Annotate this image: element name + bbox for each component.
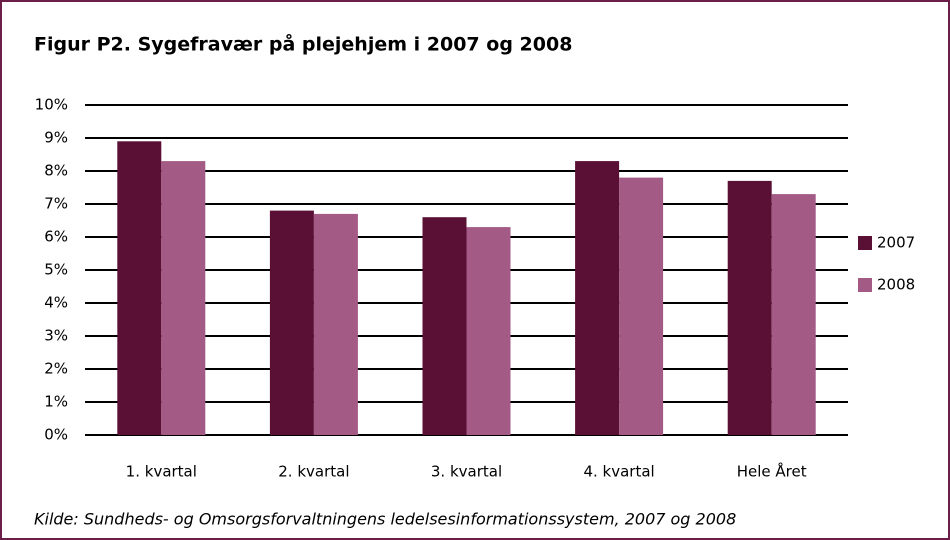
y-tick-label: 1%	[44, 393, 68, 411]
x-tick-label: Hele Året	[737, 462, 807, 481]
bar	[727, 180, 772, 435]
bar	[161, 161, 206, 435]
legend-label: 2007	[877, 234, 915, 252]
legend-label: 2008	[877, 276, 915, 294]
bar	[575, 161, 620, 435]
y-tick-label: 6%	[44, 228, 68, 246]
bar	[269, 210, 314, 435]
y-tick-label: 0%	[44, 426, 68, 444]
x-tick-label: 4. kvartal	[583, 463, 654, 481]
y-tick-label: 9%	[44, 129, 68, 147]
chart-title: Figur P2. Sygefravær på plejehjem i 2007…	[34, 32, 572, 56]
y-tick-label: 10%	[35, 96, 68, 114]
y-tick-label: 2%	[44, 360, 68, 378]
legend-swatch	[858, 278, 872, 292]
bar	[466, 227, 511, 435]
legend-swatch	[858, 236, 872, 250]
y-tick-label: 8%	[44, 162, 68, 180]
y-tick-label: 3%	[44, 327, 68, 345]
bar	[117, 141, 162, 436]
x-tick-label: 2. kvartal	[278, 463, 349, 481]
y-tick-label: 5%	[44, 261, 68, 279]
y-tick-label: 7%	[44, 195, 68, 213]
x-tick-label: 1. kvartal	[126, 463, 197, 481]
bar	[619, 177, 664, 435]
bar	[771, 194, 816, 435]
y-tick-label: 4%	[44, 294, 68, 312]
bar	[422, 217, 467, 435]
x-tick-label: 3. kvartal	[431, 463, 502, 481]
bar	[313, 213, 358, 435]
source-note: Kilde: Sundheds- og Omsorgsforvaltningen…	[34, 510, 736, 529]
